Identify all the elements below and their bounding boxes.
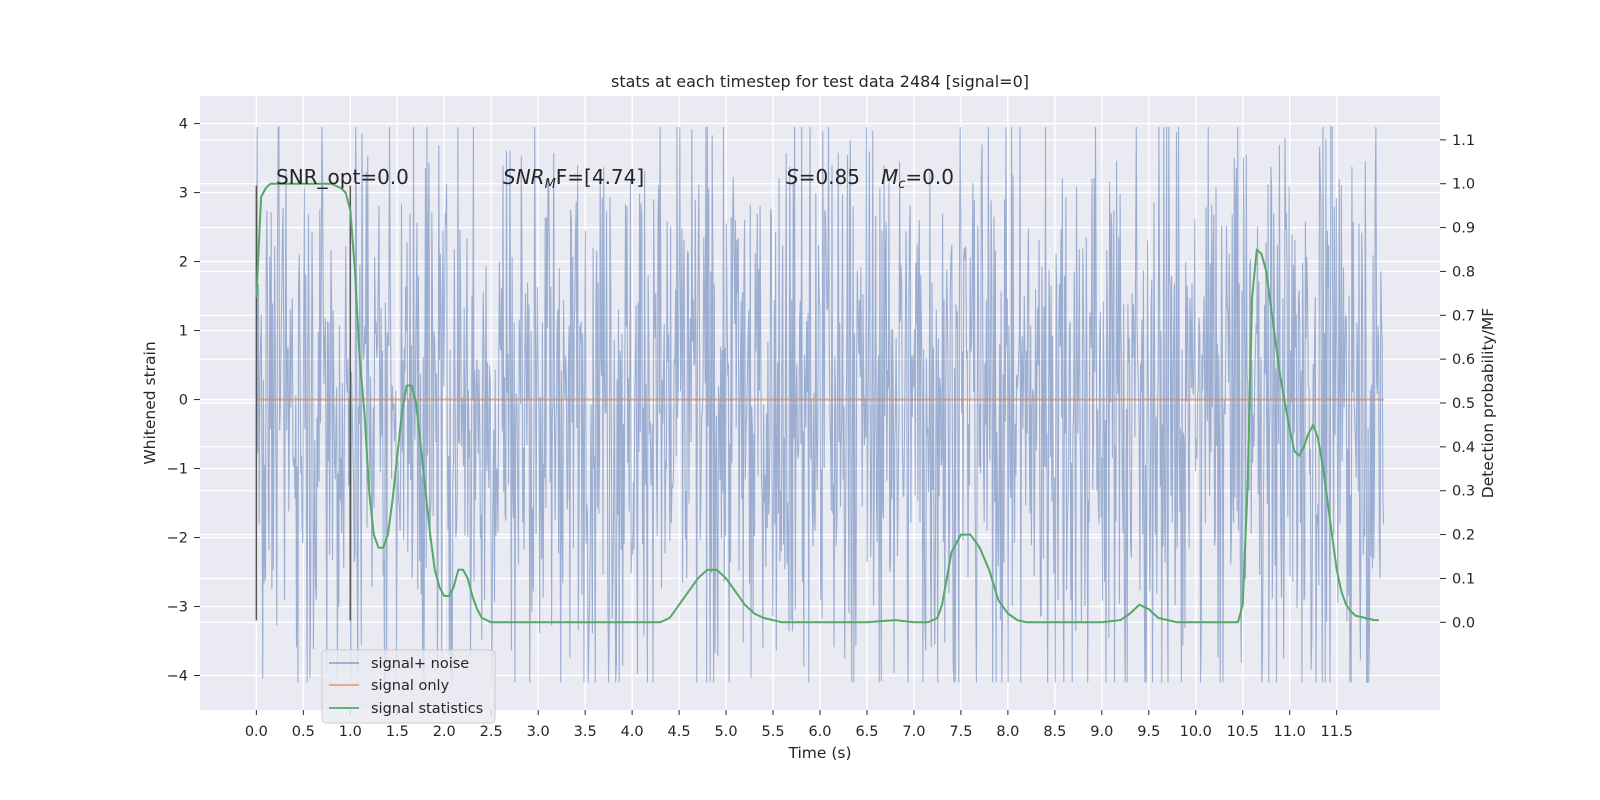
x-tick-label: 7.0 — [902, 724, 925, 740]
y-right-tick-label: 0.3 — [1452, 484, 1475, 500]
y-right-tick-label: 0.5 — [1452, 396, 1475, 412]
annotation-snr-mf-rest: F=[4.74] — [556, 165, 644, 189]
y-tick-label: −1 — [167, 462, 188, 478]
annotation-mc: Mc=0.0 — [881, 165, 954, 192]
noise-trace — [255, 126, 1385, 683]
y-tick-label: 2 — [179, 255, 188, 271]
x-tick-label: 9.5 — [1137, 724, 1160, 740]
annotation-snr-mf: SNRMF=[4.74] — [503, 165, 644, 192]
annotation-s-rest: =0.85 — [799, 165, 860, 189]
x-tick-label: 6.0 — [808, 724, 831, 740]
x-tick-label: 0.5 — [292, 724, 315, 740]
x-tick-label: 2.5 — [480, 724, 503, 740]
annotation-s: S=0.85 — [786, 165, 860, 189]
annotation-snr-mf-main: SNR — [503, 165, 545, 189]
x-tick-label: 8.5 — [1043, 724, 1066, 740]
annotation-snr-mf-sub: M — [545, 177, 556, 192]
y-tick-label: 0 — [179, 393, 188, 409]
y-right-tick-label: 0.9 — [1452, 221, 1475, 237]
legend-label-signal-only: signal only — [371, 678, 450, 694]
y-right-tick-label: 0.2 — [1452, 528, 1475, 544]
annotation-mc-main: M — [881, 165, 898, 189]
statistics-line — [255, 182, 1379, 624]
x-axis-label: Time (s) — [787, 744, 851, 762]
x-tick-label: 11.0 — [1274, 724, 1306, 740]
y-right-tick-label: 0.6 — [1452, 352, 1475, 368]
y-axis-label: Whitened strain — [141, 341, 159, 464]
x-tick-label: 4.5 — [668, 724, 691, 740]
x-tick-label: 1.0 — [339, 724, 362, 740]
y-axis-ticks: −4 −3 −2 −1 0 1 2 3 4 — [167, 117, 200, 685]
x-tick-label: 5.0 — [715, 724, 738, 740]
x-tick-label: 3.0 — [527, 724, 550, 740]
y-right-tick-label: 0.8 — [1452, 264, 1475, 280]
x-tick-label: 10.0 — [1180, 724, 1212, 740]
x-tick-label: 9.0 — [1090, 724, 1113, 740]
chart-title: stats at each timestep for test data 248… — [611, 72, 1029, 91]
x-tick-label: 10.5 — [1227, 724, 1259, 740]
series-signal-plus-noise — [255, 126, 1385, 683]
y-right-tick-label: 1.0 — [1452, 177, 1475, 193]
y-tick-label: −2 — [167, 531, 188, 547]
y-right-axis-label: Detection probability/MF — [1479, 308, 1497, 499]
y-tick-label: −3 — [167, 600, 188, 616]
y-right-tick-label: 1.1 — [1452, 133, 1475, 149]
annotation-snr-opt: SNR_opt=0.0 — [276, 165, 409, 189]
y-right-tick-label: 0.0 — [1452, 615, 1475, 631]
annotation-mc-sub: c — [898, 177, 905, 192]
legend-box — [321, 649, 496, 724]
y-right-tick-label: 0.7 — [1452, 308, 1475, 324]
y-tick-label: −4 — [167, 669, 188, 685]
x-tick-label: 5.5 — [761, 724, 784, 740]
annotation-s-main: S — [786, 165, 799, 189]
x-tick-label: 4.0 — [621, 724, 644, 740]
x-tick-label: 6.5 — [855, 724, 878, 740]
y-right-axis-ticks: 0.0 0.1 0.2 0.3 0.4 0.5 0.6 0.7 0.8 0.9 1.0 1.1 — [1440, 133, 1475, 631]
y-tick-label: 3 — [179, 186, 188, 202]
y-tick-label: 4 — [179, 117, 188, 133]
x-tick-label: 2.0 — [433, 724, 456, 740]
x-axis-ticks: 0.0 0.5 1.0 1.5 2.0 2.5 3.0 3.5 4.0 4.5 5.0 5.5 6.0 6… — [245, 710, 1353, 740]
y-right-tick-label: 0.4 — [1452, 440, 1475, 456]
x-tick-label: 3.5 — [574, 724, 597, 740]
x-tick-label: 11.5 — [1321, 724, 1353, 740]
x-tick-label: 7.5 — [949, 724, 972, 740]
x-tick-label: 8.0 — [996, 724, 1019, 740]
legend: signal+ noise signal only signal statist… — [321, 649, 496, 724]
annotation-mc-rest: =0.0 — [905, 165, 954, 189]
legend-label-signal-statistics: signal statistics — [371, 701, 483, 717]
window-markers — [255, 185, 352, 621]
y-tick-label: 1 — [179, 324, 188, 340]
y-right-tick-label: 0.1 — [1452, 571, 1475, 587]
x-tick-label: 0.0 — [245, 724, 268, 740]
legend-label-signal-plus-noise: signal+ noise — [371, 656, 469, 672]
series-signal-statistics — [255, 182, 1379, 624]
x-tick-label: 1.5 — [386, 724, 409, 740]
